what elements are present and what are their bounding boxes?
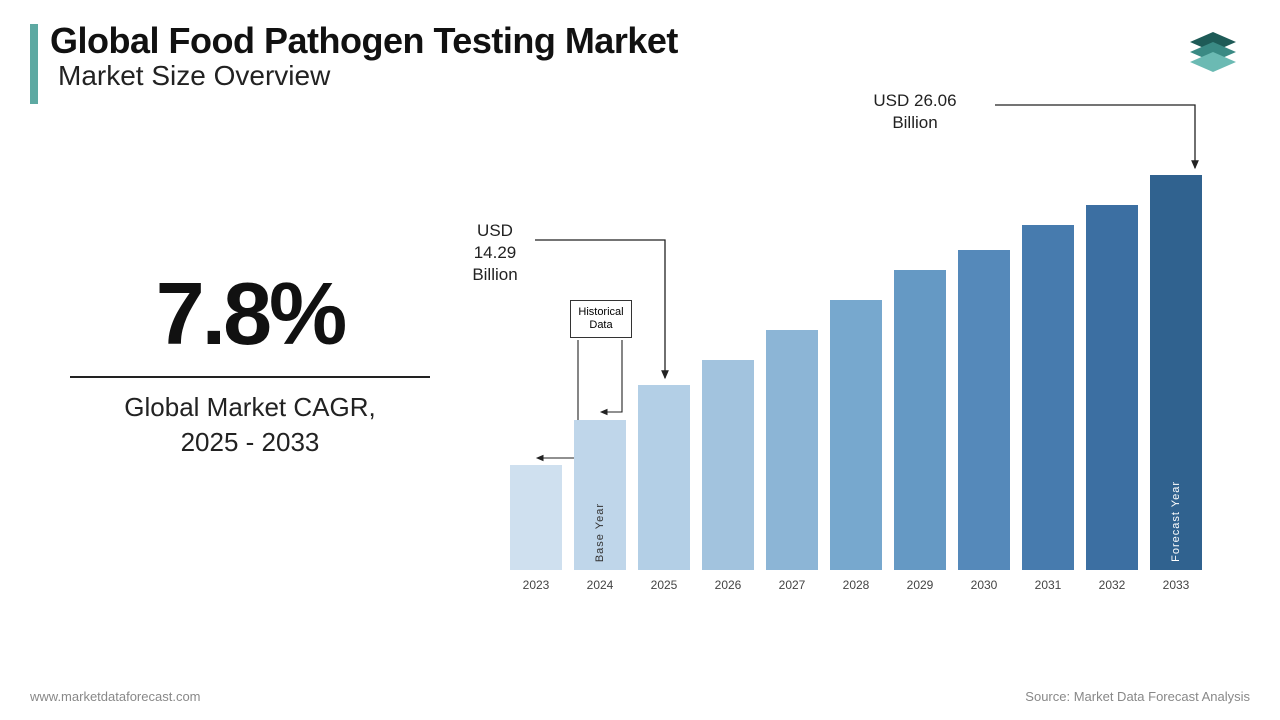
x-label-2032: 2032 bbox=[1086, 578, 1138, 592]
brand-logo-icon bbox=[1182, 24, 1244, 87]
footer-url: www.marketdataforecast.com bbox=[30, 689, 201, 704]
cagr-value: 7.8% bbox=[60, 270, 440, 358]
bar-2030: 2030 bbox=[958, 250, 1010, 570]
cagr-divider bbox=[70, 376, 430, 378]
start-value-line1: USD bbox=[477, 221, 513, 240]
x-label-2023: 2023 bbox=[510, 578, 562, 592]
x-label-2028: 2028 bbox=[830, 578, 882, 592]
x-label-2030: 2030 bbox=[958, 578, 1010, 592]
cagr-label-line2: 2025 - 2033 bbox=[181, 427, 320, 457]
cagr-label: Global Market CAGR, 2025 - 2033 bbox=[60, 390, 440, 460]
footer-source: Source: Market Data Forecast Analysis bbox=[1025, 689, 1250, 704]
end-value-callout: USD 26.06 Billion bbox=[840, 90, 990, 134]
end-value-line2: Billion bbox=[892, 113, 937, 132]
x-label-2029: 2029 bbox=[894, 578, 946, 592]
header: Global Food Pathogen Testing Market Mark… bbox=[30, 20, 678, 92]
bar-2033: 2033Forecast Year bbox=[1150, 175, 1202, 570]
bar-2023: 2023 bbox=[510, 465, 562, 570]
x-label-2026: 2026 bbox=[702, 578, 754, 592]
forecast-year-label: Forecast Year bbox=[1170, 481, 1182, 562]
end-value-line1: USD 26.06 bbox=[873, 91, 956, 110]
bar-2031: 2031 bbox=[1022, 225, 1074, 570]
title-accent-bar bbox=[30, 24, 38, 104]
bar-2026: 2026 bbox=[702, 360, 754, 570]
bar-2025: 2025 bbox=[638, 385, 690, 570]
bar-2027: 2027 bbox=[766, 330, 818, 570]
bar-group: 20232024Base Year20252026202720282029203… bbox=[510, 175, 1202, 570]
x-label-2025: 2025 bbox=[638, 578, 690, 592]
base-year-label: Base Year bbox=[594, 503, 606, 562]
x-label-2027: 2027 bbox=[766, 578, 818, 592]
market-size-bar-chart: USD 26.06 Billion USD 14.29 Billion Hist… bbox=[510, 160, 1230, 600]
x-label-2024: 2024 bbox=[574, 578, 626, 592]
page-title: Global Food Pathogen Testing Market bbox=[50, 20, 678, 62]
bar-2028: 2028 bbox=[830, 300, 882, 570]
page-subtitle: Market Size Overview bbox=[58, 60, 678, 92]
x-label-2031: 2031 bbox=[1022, 578, 1074, 592]
cagr-summary: 7.8% Global Market CAGR, 2025 - 2033 bbox=[60, 270, 440, 460]
bar-2024: 2024Base Year bbox=[574, 420, 626, 570]
x-label-2033: 2033 bbox=[1150, 578, 1202, 592]
cagr-label-line1: Global Market CAGR, bbox=[124, 392, 375, 422]
bar-2032: 2032 bbox=[1086, 205, 1138, 570]
bar-2029: 2029 bbox=[894, 270, 946, 570]
